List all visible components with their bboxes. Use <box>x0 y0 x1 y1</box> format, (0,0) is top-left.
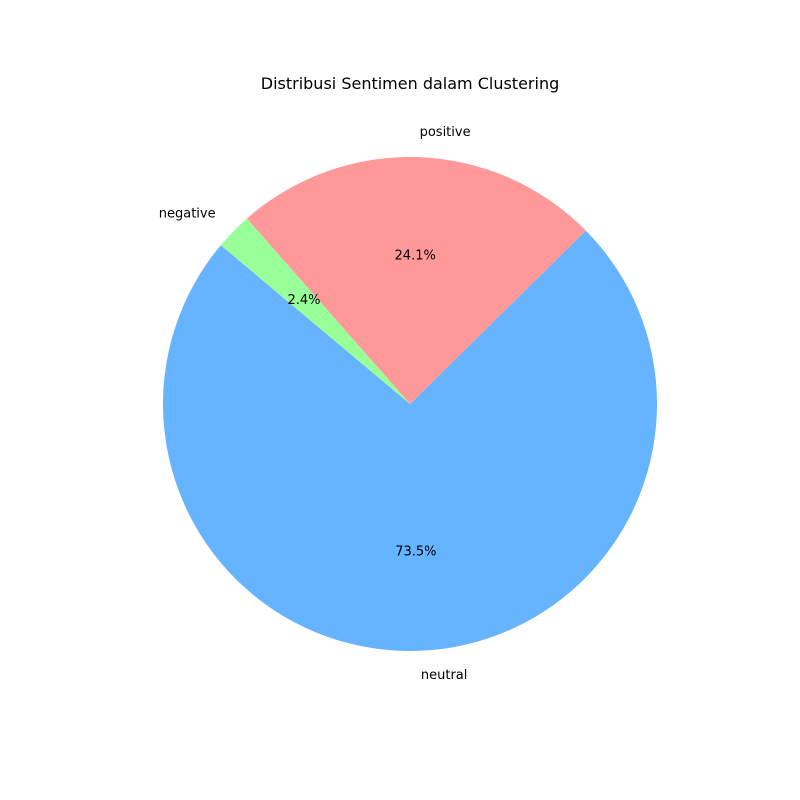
slice-label-neutral: neutral <box>421 668 468 683</box>
slice-label-negative: negative <box>159 207 216 222</box>
slice-percent-neutral: 73.5% <box>395 545 436 560</box>
pie-slices <box>162 157 657 652</box>
slice-label-positive: positive <box>420 125 471 140</box>
pie-labels: neutral 73.5% positive 24.1% negative 2.4% <box>159 125 471 683</box>
chart-title: Distribusi Sentimen dalam Clustering <box>261 74 560 93</box>
slice-percent-positive: 24.1% <box>395 248 436 263</box>
pie-slice-positive <box>246 157 586 404</box>
slice-percent-negative: 2.4% <box>287 293 320 308</box>
pie-slice-neutral <box>162 230 657 652</box>
pie-slice-negative <box>220 218 410 404</box>
